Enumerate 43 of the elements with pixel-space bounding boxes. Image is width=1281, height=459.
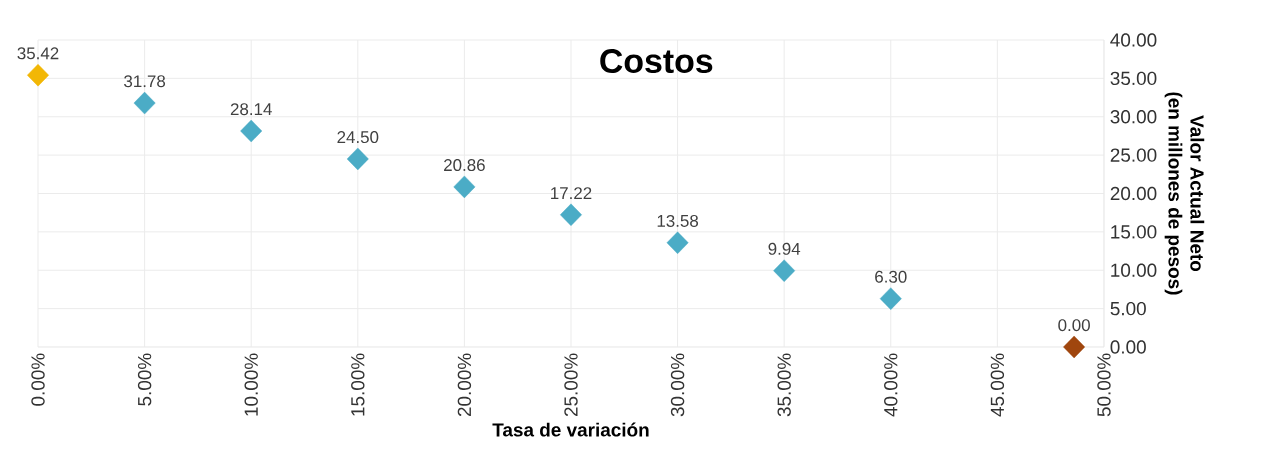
point [560,203,582,227]
y-tick-label: 20.00 [1110,186,1157,201]
point [773,259,796,282]
data-label: 28.14 [230,103,272,116]
chart-title: Costos [600,49,713,74]
y-tick-label: 10.00 [1111,263,1157,277]
y-tick-label: 30.00 [1110,110,1157,124]
point [879,287,902,310]
point [240,119,263,143]
data-label: 31.78 [124,75,166,88]
x-tick-label: 15.00% [351,353,365,416]
data-label: 0.00 [1058,319,1090,332]
point [666,231,689,254]
x-tick-label: 40.00% [884,353,898,417]
y-tick-label: 35.00 [1110,71,1157,86]
y-axis-title: Valor Actual Neto (en millones de pesos) [1164,92,1205,295]
point [133,91,156,115]
y-tick-label: 40.00 [1110,33,1157,47]
data-label: 6.30 [875,270,907,283]
x-axis-title: Tasa de variación [492,422,649,437]
x-tick-label: 0.00% [31,353,45,406]
data-label: 20.86 [444,159,485,172]
point [346,147,369,171]
data-label: 24.50 [337,131,379,144]
y-tick-label: 15.00 [1111,225,1157,239]
y-tick-label: 0.00 [1110,340,1146,354]
data-label: 9.94 [768,242,801,255]
y-tick-label: 5.00 [1110,301,1146,316]
point [453,175,476,199]
x-tick-label: 5.00% [137,353,152,406]
data-label: 35.42 [17,47,59,60]
data-label: 17.22 [551,187,592,199]
y-tick-label: 25.00 [1110,148,1157,162]
x-tick-label: 45.00% [990,353,1005,417]
point [27,63,49,87]
x-tick-label: 25.00% [564,353,578,417]
point [1063,335,1086,359]
x-tick-label: 10.00% [244,353,258,416]
x-tick-label: 35.00% [777,353,791,417]
data-label: 13.58 [657,214,699,227]
x-tick-label: 50.00% [1097,353,1111,417]
x-tick-label: 20.00% [457,353,472,417]
x-tick-label: 30.00% [670,353,685,417]
